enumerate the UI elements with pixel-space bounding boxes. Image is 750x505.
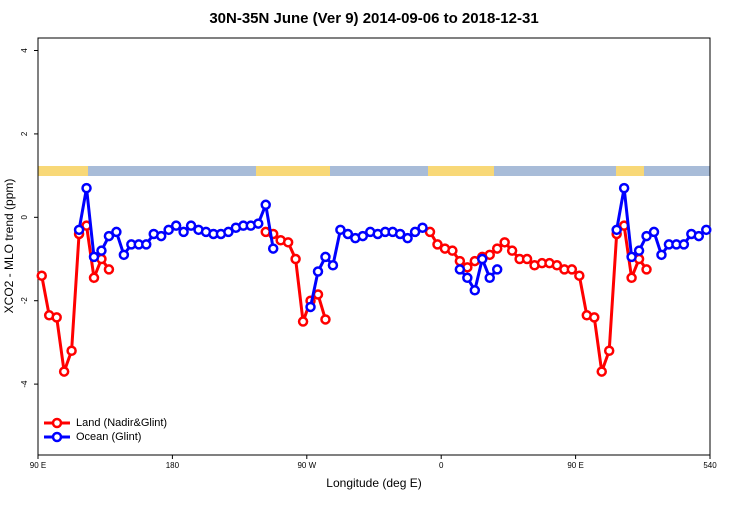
data-point (88, 272, 100, 284)
data-point (499, 237, 510, 248)
data-point (409, 226, 421, 238)
data-point (521, 253, 533, 265)
y-tick-label: -4 (20, 380, 29, 388)
data-point (506, 245, 518, 256)
x-tick-label: 180 (166, 461, 180, 470)
data-point (267, 243, 279, 254)
x-tick-label: 90 E (30, 461, 46, 470)
data-point (141, 239, 152, 250)
data-point (81, 182, 92, 194)
data-point (469, 285, 481, 296)
y-tick-label: 2 (20, 131, 29, 136)
data-point (305, 301, 316, 313)
data-point (417, 222, 428, 233)
data-point (335, 224, 346, 236)
x-axis-label: Longitude (deg E) (326, 476, 421, 490)
y-tick-label: 4 (20, 48, 29, 53)
y-tick-label: -2 (20, 297, 29, 305)
y-axis-label: XCO2 - MLO trend (ppm) (2, 179, 16, 314)
data-point (701, 224, 712, 236)
data-point (223, 226, 234, 238)
data-point (312, 266, 324, 277)
data-point (626, 251, 637, 263)
legend (40, 413, 185, 447)
data-point (253, 218, 264, 229)
data-point (551, 260, 563, 271)
data-point (103, 264, 115, 275)
land-strip (38, 166, 88, 176)
legend-marker (51, 417, 63, 429)
data-point (170, 220, 182, 231)
legend-label: Ocean (Glint) (76, 431, 141, 443)
land-ocean-strip (38, 166, 710, 176)
data-point (297, 316, 309, 327)
data-point (633, 245, 645, 256)
data-point (447, 245, 458, 256)
data-point (566, 264, 578, 275)
legend-label: Land (Nadir&Glint) (76, 417, 167, 429)
data-point (641, 264, 652, 275)
data-point (327, 260, 339, 271)
data-point (462, 272, 473, 284)
data-point (118, 249, 130, 261)
data-point (491, 243, 503, 254)
data-point (402, 232, 413, 244)
data-point (342, 228, 354, 240)
data-point (357, 230, 369, 242)
chart-title: 30N-35N June (Ver 9) 2014-09-06 to 2018-… (209, 10, 538, 27)
x-tick-label: 90 W (297, 461, 316, 470)
data-point (491, 264, 503, 275)
y-tick-label: 0 (20, 215, 29, 220)
data-point (88, 251, 100, 263)
data-point (454, 255, 466, 267)
data-point (320, 314, 331, 325)
data-point (596, 366, 607, 377)
plot-frame (37, 37, 711, 456)
data-point (484, 272, 495, 284)
data-point (66, 345, 77, 356)
x-tick-label: 540 (703, 461, 717, 470)
x-tick-label: 0 (439, 461, 444, 470)
data-point (36, 270, 47, 281)
data-point (394, 228, 406, 240)
data-point (454, 264, 466, 275)
data-point (603, 345, 615, 356)
data-point (51, 312, 62, 323)
data-point (111, 226, 122, 238)
data-point (656, 249, 667, 261)
data-point (484, 249, 495, 261)
data-point (178, 226, 189, 238)
data-point (96, 245, 107, 256)
data-point (678, 239, 690, 250)
data-point (693, 230, 705, 242)
legend-marker (51, 431, 63, 443)
data-point (58, 366, 70, 377)
data-point (574, 270, 585, 281)
data-point (163, 224, 174, 236)
land-strip (256, 166, 330, 176)
data-point (103, 230, 115, 242)
data-point (477, 253, 488, 265)
data-point (432, 239, 443, 250)
land-strip (428, 166, 494, 176)
data-point (618, 182, 630, 194)
data-point (589, 312, 600, 323)
ocean-strip (38, 166, 710, 176)
data-point (641, 230, 652, 242)
data-point (320, 251, 331, 263)
data-point (73, 224, 85, 236)
data-point (185, 220, 197, 231)
x-tick-label: 90 E (567, 461, 583, 470)
land-strip (616, 166, 644, 176)
data-point (290, 253, 301, 265)
data-point (155, 230, 167, 242)
data-point (626, 272, 637, 284)
data-point (424, 226, 436, 238)
data-point (260, 199, 271, 211)
data-point (648, 226, 660, 238)
data-point (282, 237, 294, 248)
data-point (611, 224, 622, 236)
